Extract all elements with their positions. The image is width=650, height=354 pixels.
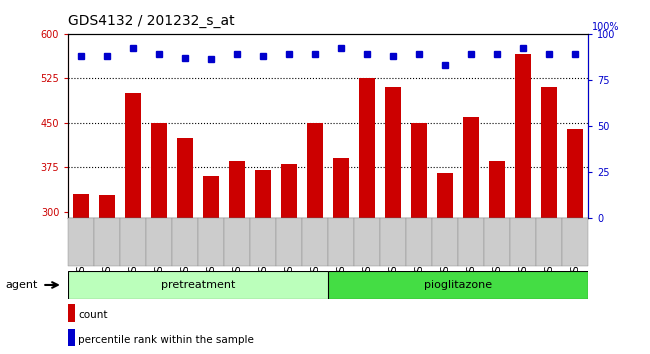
Bar [463, 117, 479, 354]
Bar [68, 329, 75, 347]
Bar [541, 87, 557, 354]
Text: 100%: 100% [592, 22, 619, 32]
Bar [567, 129, 583, 354]
Bar [99, 195, 115, 354]
Bar [333, 158, 349, 354]
Bar [515, 55, 531, 354]
Bar [437, 173, 453, 354]
Bar [151, 123, 167, 354]
Bar [359, 78, 375, 354]
Text: count: count [78, 310, 108, 320]
Bar [411, 123, 427, 354]
Bar [125, 93, 141, 354]
FancyBboxPatch shape [68, 271, 328, 299]
FancyBboxPatch shape [328, 271, 588, 299]
Text: GDS4132 / 201232_s_at: GDS4132 / 201232_s_at [68, 14, 235, 28]
Bar [307, 123, 323, 354]
Text: pioglitazone: pioglitazone [424, 280, 492, 290]
Bar [177, 138, 193, 354]
Bar [73, 194, 89, 354]
Text: percentile rank within the sample: percentile rank within the sample [78, 335, 254, 344]
Bar [255, 170, 271, 354]
Bar [489, 161, 505, 354]
Text: agent: agent [5, 280, 38, 290]
Text: pretreatment: pretreatment [161, 280, 235, 290]
Bar [281, 164, 297, 354]
Bar [68, 304, 75, 322]
Bar [229, 161, 245, 354]
Bar [203, 176, 219, 354]
Bar [385, 87, 401, 354]
